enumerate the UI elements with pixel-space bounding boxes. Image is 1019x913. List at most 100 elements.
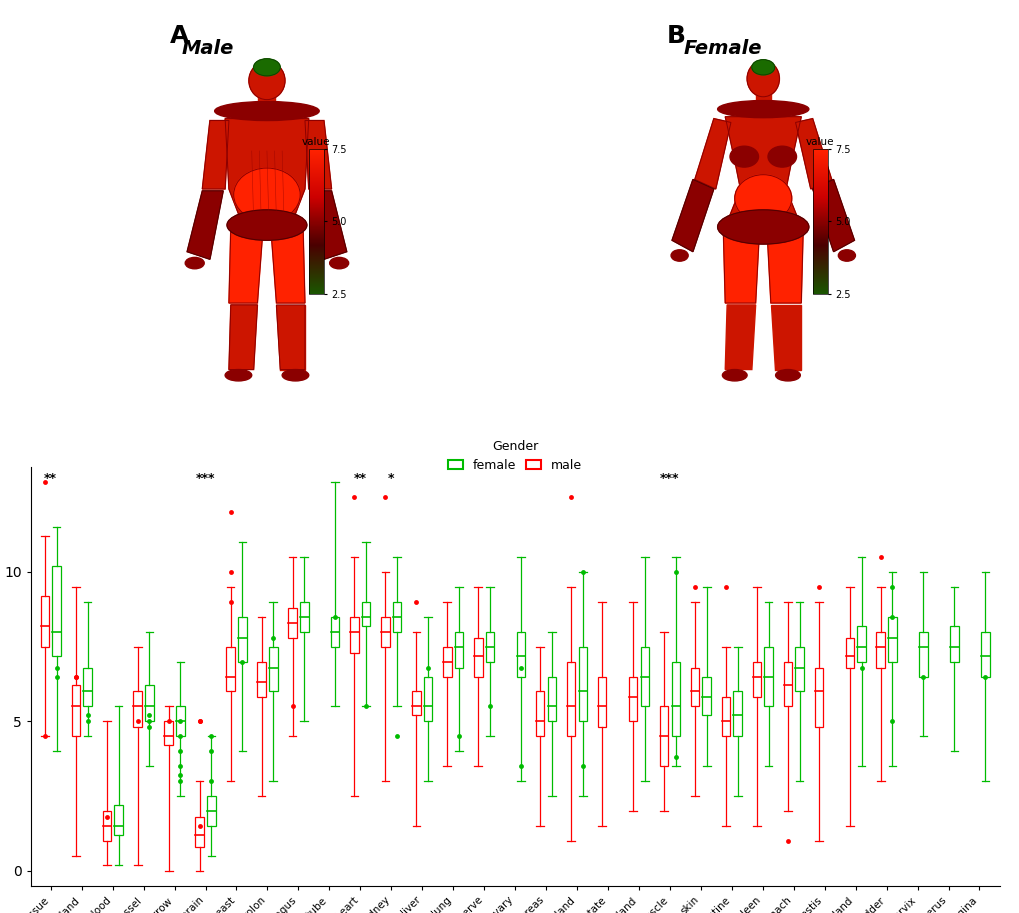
Bar [888, 617, 896, 662]
Bar [535, 691, 544, 736]
Text: Male: Male [181, 38, 233, 58]
Bar [814, 667, 822, 728]
Bar [102, 811, 111, 841]
Bar [350, 617, 359, 653]
Bar [237, 617, 247, 662]
Polygon shape [202, 121, 228, 189]
Ellipse shape [249, 61, 284, 100]
Polygon shape [311, 191, 346, 259]
Bar [114, 805, 122, 834]
Bar [226, 646, 234, 691]
Bar [752, 662, 760, 698]
Ellipse shape [233, 168, 300, 221]
Bar [300, 602, 308, 632]
Polygon shape [270, 227, 305, 303]
Text: Female: Female [683, 38, 761, 58]
Polygon shape [672, 180, 713, 252]
Bar [258, 84, 275, 105]
Bar [454, 632, 463, 667]
Bar [690, 667, 699, 707]
Bar [196, 817, 204, 846]
Bar [628, 677, 637, 721]
Bar [330, 617, 339, 646]
Polygon shape [694, 119, 731, 189]
Polygon shape [722, 231, 759, 303]
Bar [567, 662, 575, 736]
Bar [671, 662, 680, 736]
Bar [207, 796, 215, 826]
Ellipse shape [730, 146, 758, 167]
Bar [392, 602, 401, 632]
Bar [578, 646, 587, 721]
Bar [640, 646, 648, 707]
Polygon shape [725, 305, 755, 370]
Bar [763, 646, 772, 707]
Bar [288, 608, 297, 637]
Polygon shape [276, 305, 305, 370]
Bar [71, 686, 79, 736]
Bar [424, 677, 432, 721]
Ellipse shape [227, 210, 307, 240]
Ellipse shape [717, 100, 808, 118]
Ellipse shape [254, 58, 280, 76]
Ellipse shape [185, 257, 204, 268]
Bar [362, 602, 370, 625]
Polygon shape [186, 191, 223, 259]
Bar [269, 646, 277, 691]
Bar [412, 691, 420, 716]
Bar [783, 662, 792, 707]
Ellipse shape [767, 146, 796, 167]
Ellipse shape [746, 60, 779, 97]
Bar [257, 662, 266, 698]
Text: ***: *** [196, 472, 215, 486]
Bar [442, 646, 451, 677]
Text: *: * [387, 472, 394, 486]
Bar [381, 617, 389, 646]
Ellipse shape [329, 257, 348, 268]
Bar [733, 691, 741, 736]
Bar [980, 632, 988, 677]
Bar [485, 632, 494, 662]
Ellipse shape [721, 370, 746, 381]
Bar [145, 686, 154, 721]
Bar [845, 637, 853, 667]
Bar [176, 707, 184, 736]
Text: **: ** [354, 472, 367, 486]
Bar [721, 698, 730, 736]
Ellipse shape [774, 370, 800, 381]
Polygon shape [225, 119, 309, 221]
Bar [856, 625, 865, 662]
Bar [133, 691, 142, 728]
Ellipse shape [225, 370, 252, 381]
Bar [702, 677, 710, 716]
Legend: female, male: female, male [443, 436, 586, 476]
Text: B: B [665, 24, 685, 47]
Bar [795, 646, 803, 691]
Bar [597, 677, 605, 728]
Bar [41, 596, 49, 646]
Bar [52, 566, 61, 656]
Polygon shape [720, 117, 804, 227]
Polygon shape [228, 305, 257, 370]
Ellipse shape [282, 370, 309, 381]
Bar [918, 632, 927, 677]
Ellipse shape [751, 59, 773, 75]
Polygon shape [812, 180, 854, 252]
Ellipse shape [734, 174, 791, 222]
Ellipse shape [717, 210, 808, 244]
Ellipse shape [671, 250, 688, 261]
Bar [517, 632, 525, 677]
Bar [474, 637, 482, 677]
Text: A: A [170, 24, 190, 47]
Bar [164, 721, 173, 745]
Polygon shape [228, 227, 263, 303]
Bar [755, 84, 770, 103]
Polygon shape [305, 121, 331, 189]
Bar [950, 625, 958, 662]
Ellipse shape [214, 101, 319, 121]
Text: **: ** [44, 472, 57, 486]
Polygon shape [795, 119, 830, 189]
Bar [875, 632, 884, 667]
Bar [659, 707, 667, 766]
Bar [547, 677, 555, 721]
